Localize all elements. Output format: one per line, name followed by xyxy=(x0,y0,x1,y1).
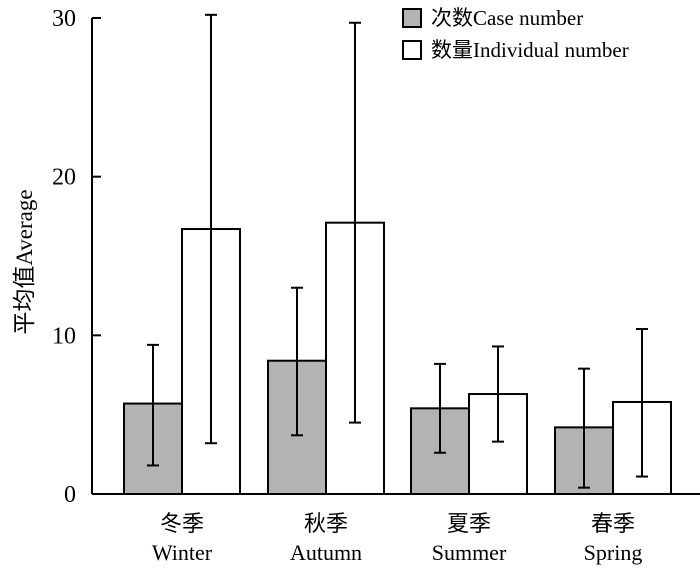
category-label-en: Autumn xyxy=(290,540,362,565)
bars xyxy=(123,221,672,496)
error-bars xyxy=(147,13,648,489)
legend: 次数Case number 数量Individual number xyxy=(402,6,629,62)
y-tick-label: 20 xyxy=(52,165,76,191)
category-label-en: Spring xyxy=(584,540,643,565)
legend-swatch xyxy=(402,8,422,28)
legend-label: 数量Individual number xyxy=(431,38,629,62)
y-tick-label: 30 xyxy=(52,6,76,32)
y-axis-label: 平均值Average xyxy=(12,189,37,334)
category-label-en: Winter xyxy=(152,540,213,565)
category-label-zh: 春季 xyxy=(591,511,635,536)
y-tick-label: 0 xyxy=(64,482,76,508)
category-label-zh: 秋季 xyxy=(304,511,348,536)
labels: 0 10 20 30 平均值Average 冬季 Winter 秋季 Autumn 夏季 Summe… xyxy=(12,6,642,565)
category-label-en: Summer xyxy=(432,540,507,565)
legend-label: 次数Case number xyxy=(431,6,583,30)
legend-swatch xyxy=(402,40,422,60)
category-label-zh: 冬季 xyxy=(160,511,204,536)
y-tick-label: 10 xyxy=(52,323,76,349)
category-label-zh: 夏季 xyxy=(447,511,491,536)
